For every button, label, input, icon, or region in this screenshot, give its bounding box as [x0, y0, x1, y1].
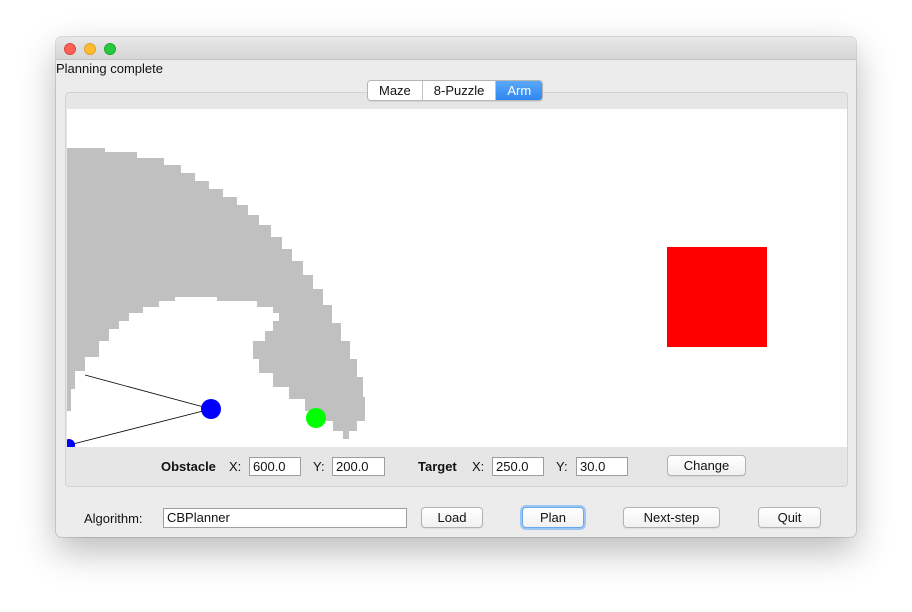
target-marker [306, 408, 326, 428]
target-x-field[interactable]: 250.0 [492, 457, 544, 476]
configuration-space-region [67, 148, 365, 439]
obstacle-label: Obstacle [161, 459, 216, 474]
close-window-icon[interactable] [64, 43, 76, 55]
algorithm-field[interactable]: CBPlanner [163, 508, 407, 528]
arm-elbow-joint [201, 399, 221, 419]
change-button[interactable]: Change [667, 455, 746, 476]
target-label: Target [418, 459, 457, 474]
obstacle-x-label: X: [229, 459, 242, 474]
target-y-field[interactable]: 30.0 [576, 457, 628, 476]
workspace-drawing [67, 148, 767, 447]
app-window: Planning complete Maze 8-Puzzle Arm Obst… [56, 37, 856, 537]
tab-arm[interactable]: Arm [496, 81, 543, 100]
maximize-window-icon[interactable] [104, 43, 116, 55]
next-step-button[interactable]: Next-step [623, 507, 720, 528]
quit-button[interactable]: Quit [758, 507, 821, 528]
arm-base-joint [67, 439, 75, 447]
obstacle-x-field[interactable]: 600.0 [249, 457, 301, 476]
plan-button[interactable]: Plan [522, 507, 584, 528]
obstacle-y-field[interactable]: 200.0 [332, 457, 385, 476]
target-x-label: X: [472, 459, 485, 474]
tab-bar: Maze 8-Puzzle Arm [367, 80, 544, 101]
obstacle-square [667, 247, 767, 347]
tab-8-puzzle[interactable]: 8-Puzzle [422, 81, 497, 100]
tab-maze[interactable]: Maze [368, 81, 423, 100]
obstacle-y-label: Y: [313, 459, 325, 474]
arm-link-lower [68, 408, 212, 446]
minimize-window-icon[interactable] [84, 43, 96, 55]
title-bar[interactable] [56, 37, 856, 60]
algorithm-label: Algorithm: [84, 511, 143, 526]
arm-link-upper [84, 374, 212, 410]
arm-workspace-canvas[interactable] [67, 109, 847, 447]
load-button[interactable]: Load [421, 507, 483, 528]
target-y-label: Y: [556, 459, 568, 474]
status-text: Planning complete [56, 61, 163, 76]
